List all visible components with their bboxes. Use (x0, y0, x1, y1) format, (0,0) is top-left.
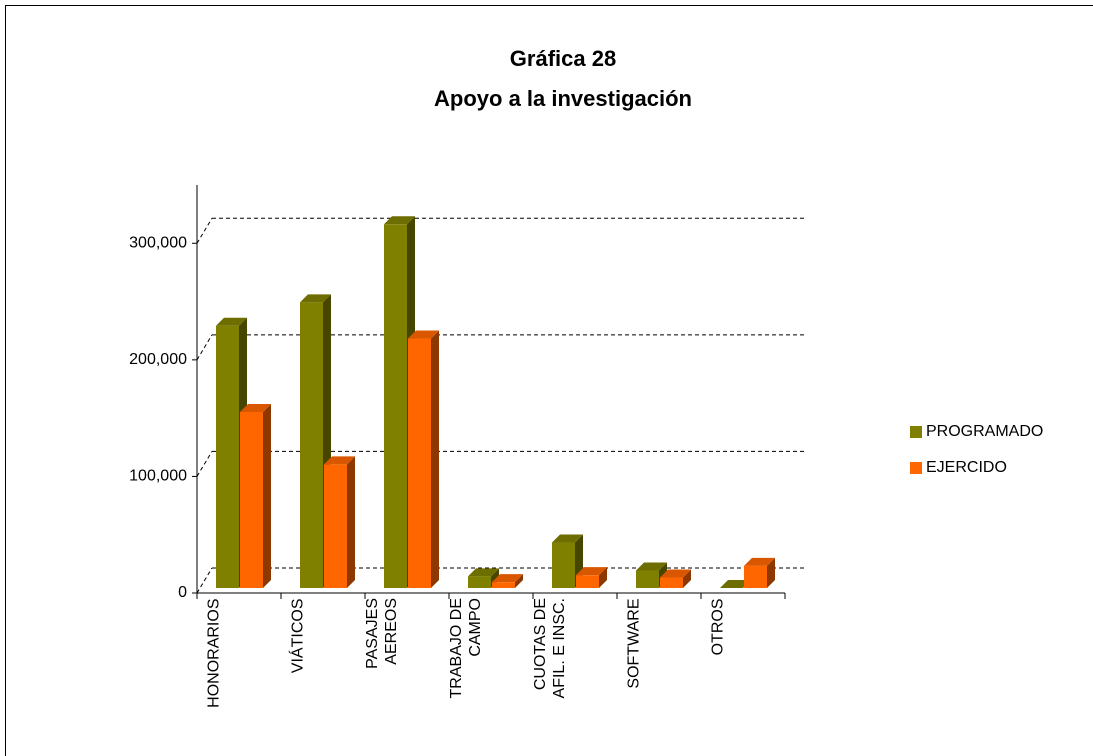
bar-side (515, 574, 523, 588)
y-tick-label: 300,000 (129, 235, 187, 252)
bar-front (216, 325, 239, 588)
bar-top (324, 456, 355, 465)
bar-front (492, 582, 515, 588)
bar (576, 567, 607, 588)
bar-front (468, 576, 491, 588)
x-tick-label: OTROS (709, 598, 727, 655)
bar-top (552, 534, 583, 543)
bar-top (468, 568, 499, 577)
bar-side (347, 456, 355, 588)
x-tick-label: TRABAJO DE CAMPO (448, 598, 484, 699)
x-tick-label: HONORARIOS (205, 598, 223, 708)
bar-side (263, 403, 271, 588)
bar-front (636, 570, 659, 588)
y-tick-label: 100,000 (129, 468, 187, 485)
bar-side (683, 569, 691, 588)
legend-label: PROGRAMADO (926, 423, 1043, 440)
chart-subtitle: Apoyo a la investigación (434, 86, 692, 111)
bar (408, 330, 439, 588)
legend-swatch (910, 426, 922, 438)
bar-front (576, 575, 599, 588)
grid-line-diagonal (196, 218, 213, 244)
frame (5, 5, 1093, 756)
bar-top (576, 567, 607, 576)
grid-line-diagonal (196, 334, 213, 361)
y-tick-label: 200,000 (129, 351, 187, 368)
x-tick-label: PASAJES AEREOS (364, 598, 400, 669)
bar-front (744, 565, 767, 588)
bar-side (599, 567, 607, 588)
bar-front (660, 577, 683, 588)
bar-front (384, 224, 407, 588)
bar-top (492, 574, 523, 583)
bar (492, 574, 523, 588)
bar-front (240, 411, 263, 588)
bar-top (384, 216, 415, 225)
bar-top (300, 294, 331, 303)
bar-front (300, 302, 323, 588)
bar-front (552, 542, 575, 588)
bar-front (324, 464, 347, 588)
bar (660, 569, 691, 588)
chart-title: Gráfica 28 (510, 46, 616, 71)
bar-top (216, 317, 247, 326)
bar (744, 557, 775, 588)
y-tick-label: 0 (178, 584, 187, 601)
x-tick-label: VIÁTICOS (289, 598, 307, 673)
x-tick-label: CUOTAS DE AFIL. E INSC. (532, 598, 568, 699)
grid-line-diagonal (196, 567, 213, 594)
legend-label: EJERCIDO (926, 459, 1007, 476)
bar-front (408, 338, 431, 588)
bar-top (408, 330, 439, 339)
bar (720, 580, 751, 588)
bar-top (636, 562, 667, 571)
bar (240, 403, 271, 588)
bar-top (240, 403, 271, 412)
grid-line-diagonal (196, 451, 213, 477)
bar-side (767, 557, 775, 588)
x-tick-label: SOFTWARE (625, 598, 643, 689)
legend-swatch (910, 462, 922, 474)
bar-side (431, 330, 439, 588)
bar-top (744, 557, 775, 566)
bar-top (720, 580, 751, 588)
bar (324, 456, 355, 588)
bar-top (660, 569, 691, 578)
